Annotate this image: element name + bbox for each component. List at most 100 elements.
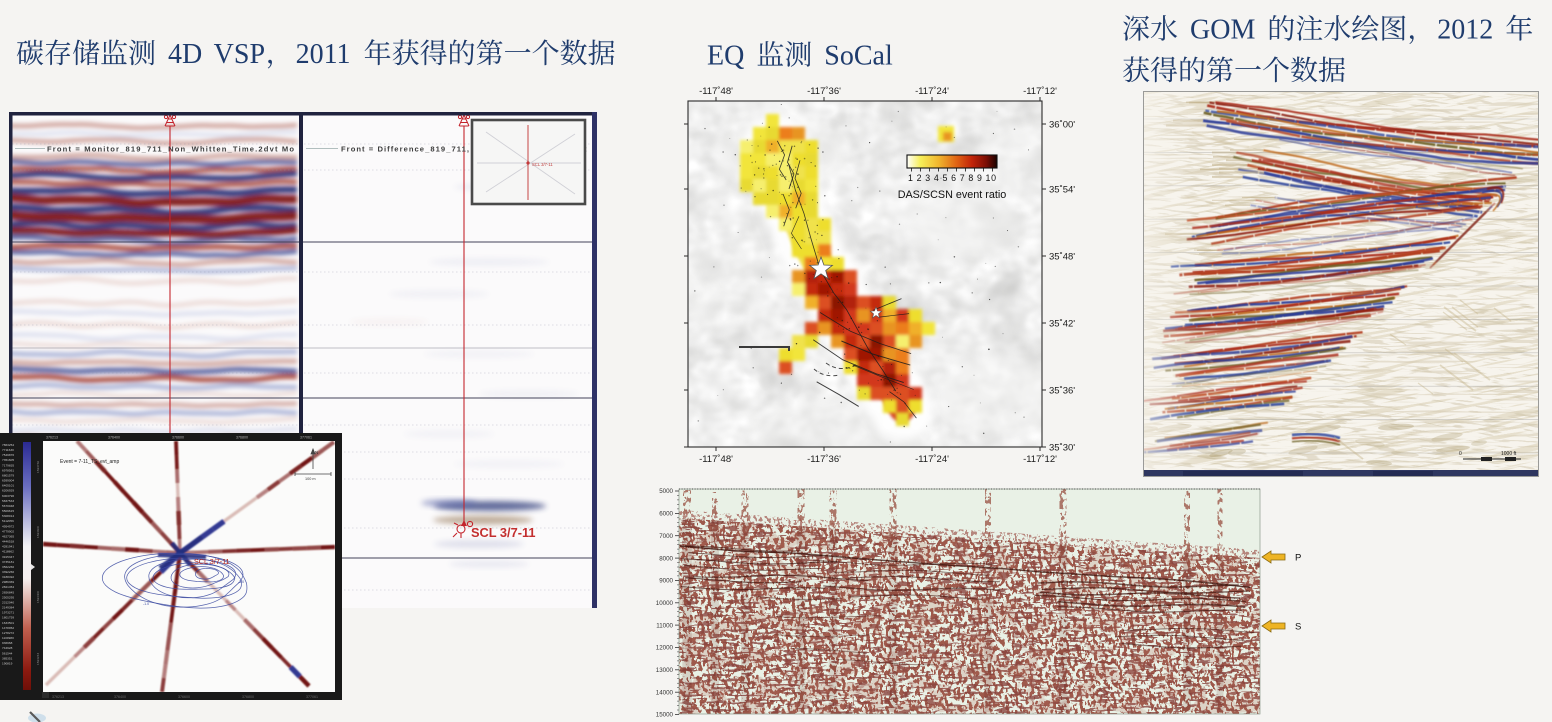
svg-text:Front = Difference_819_711,: Front = Difference_819_711, [341, 145, 469, 154]
svg-text:190819: 190819 [2, 661, 13, 665]
svg-text:5000: 5000 [659, 488, 673, 495]
svg-text:4446518: 4446518 [2, 540, 14, 544]
svg-text:11000: 11000 [656, 622, 673, 629]
svg-text:6003796: 6003796 [2, 494, 14, 498]
svg-text:DAS/SCSN event ratio: DAS/SCSN event ratio [898, 189, 1007, 201]
svg-text:-117˚24': -117˚24' [915, 454, 949, 465]
svg-text:2149384: 2149384 [2, 606, 14, 610]
svg-text:376400: 376400 [108, 436, 120, 440]
svg-text:SCL 3/7-11: SCL 3/7-11 [532, 162, 553, 167]
svg-text:-117˚12': -117˚12' [1023, 454, 1057, 465]
svg-text:5837533: 5837533 [2, 499, 14, 503]
svg-text:1594600: 1594600 [36, 526, 40, 538]
svg-text:1478952: 1478952 [2, 626, 14, 630]
svg-text:15000: 15000 [656, 712, 674, 718]
svg-text:2011: 2011 [296, 39, 358, 70]
svg-text:-1.0: -1.0 [143, 602, 149, 606]
svg-text:1594736: 1594736 [36, 461, 40, 473]
svg-text:2312040: 2312040 [2, 601, 14, 605]
svg-text:376600: 376600 [172, 436, 184, 440]
svg-text:14000: 14000 [656, 689, 674, 696]
svg-text:7000: 7000 [659, 533, 673, 540]
svg-text:5509615: 5509615 [2, 509, 14, 513]
svg-text:1594400: 1594400 [36, 591, 40, 603]
svg-text:7179835: 7179835 [2, 463, 14, 467]
svg-text:5670048: 5670048 [2, 504, 14, 508]
svg-text:1000 ft: 1000 ft [1501, 451, 1517, 457]
svg-text:10000: 10000 [656, 600, 674, 607]
svg-text:2505295: 2505295 [2, 595, 14, 599]
svg-text:4779902: 4779902 [2, 529, 14, 533]
svg-text:377061: 377061 [306, 695, 318, 699]
svg-text:2012: 2012 [1437, 15, 1500, 46]
svg-text:4D: 4D [161, 39, 202, 70]
svg-text:6405101: 6405101 [2, 484, 14, 488]
svg-text:8000: 8000 [659, 555, 673, 562]
svg-text:EQ: EQ [707, 41, 751, 72]
svg-text:7549876: 7549876 [2, 453, 14, 457]
svg-text:1594243: 1594243 [36, 653, 40, 665]
svg-text:4281941: 4281941 [2, 545, 14, 549]
svg-text:Event = 7-11_TS_evt_amp: Event = 7-11_TS_evt_amp [60, 459, 119, 465]
svg-text:744928: 744928 [2, 646, 13, 650]
svg-text:0: 0 [1459, 451, 1462, 457]
svg-text:376213: 376213 [46, 436, 58, 440]
svg-text:3392266: 3392266 [2, 570, 14, 574]
svg-text:9000: 9000 [659, 578, 673, 585]
svg-text:12000: 12000 [656, 645, 674, 652]
svg-text:3188492: 3188492 [2, 575, 14, 579]
svg-text:N: N [315, 450, 318, 455]
svg-text:6978561: 6978561 [2, 468, 14, 472]
svg-text:7711630: 7711630 [2, 448, 14, 452]
svg-text:4954972: 4954972 [2, 524, 14, 528]
svg-text:35˚30': 35˚30' [1049, 443, 1075, 454]
svg-text:35˚36': 35˚36' [1049, 386, 1075, 397]
svg-text:1801759: 1801759 [2, 616, 14, 620]
svg-text:6801579: 6801579 [2, 474, 14, 478]
svg-text:376600: 376600 [178, 695, 190, 699]
svg-text:7863254: 7863254 [2, 443, 14, 447]
svg-text:1973271: 1973271 [2, 611, 14, 615]
svg-text:1 2 3 4 5 6 7 8 9 10: 1 2 3 4 5 6 7 8 9 10 [908, 173, 996, 183]
svg-text:2656845: 2656845 [2, 590, 14, 594]
svg-text:377061: 377061 [300, 436, 312, 440]
svg-text:S: S [1295, 622, 1301, 633]
svg-text:36˚00': 36˚00' [1049, 120, 1075, 131]
svg-text:-117˚48': -117˚48' [699, 454, 733, 465]
svg-text:5112056: 5112056 [2, 519, 14, 523]
svg-text:1278272: 1278272 [2, 631, 14, 635]
svg-text:3915347: 3915347 [2, 555, 14, 559]
svg-text:6599004: 6599004 [2, 479, 14, 483]
svg-text:VSP: VSP [207, 39, 265, 70]
svg-text:936968: 936968 [2, 641, 13, 645]
svg-text:GOM: GOM [1183, 15, 1262, 46]
svg-text:35˚54': 35˚54' [1049, 185, 1075, 196]
svg-text:376800: 376800 [236, 436, 248, 440]
svg-text:1109980: 1109980 [2, 636, 14, 640]
svg-text:376800: 376800 [242, 695, 254, 699]
svg-text:SoCal: SoCal [817, 41, 893, 72]
svg-text:35˚48': 35˚48' [1049, 252, 1075, 263]
svg-text:376400: 376400 [114, 695, 126, 699]
svg-text:5308014: 5308014 [2, 514, 14, 518]
svg-text:3562266: 3562266 [2, 565, 14, 569]
svg-text:Front = Monitor_819_711_Non_Wh: Front = Monitor_819_711_Non_Whitten_Time… [47, 145, 294, 154]
svg-text:13000: 13000 [656, 667, 674, 674]
svg-text:2986369: 2986369 [2, 580, 14, 584]
svg-text:6206929: 6206929 [2, 489, 14, 493]
svg-text:6000: 6000 [659, 511, 673, 518]
svg-text:35˚42': 35˚42' [1049, 319, 1075, 330]
svg-text:-117˚36': -117˚36' [807, 454, 841, 465]
svg-text:-3.0: -3.0 [238, 580, 244, 584]
svg-text:100 m: 100 m [305, 477, 316, 481]
svg-text:3735181: 3735181 [2, 560, 14, 564]
svg-text:7351605: 7351605 [2, 458, 14, 462]
svg-text:4627365: 4627365 [2, 534, 14, 538]
svg-text:561544: 561544 [2, 651, 13, 655]
svg-text:2821454: 2821454 [2, 585, 14, 589]
svg-text:385351: 385351 [2, 656, 13, 660]
svg-text:SCL 3/7-11: SCL 3/7-11 [471, 525, 536, 540]
svg-text:4118862: 4118862 [2, 550, 14, 554]
svg-text:1633501: 1633501 [2, 621, 14, 625]
svg-text:P: P [1295, 553, 1301, 564]
